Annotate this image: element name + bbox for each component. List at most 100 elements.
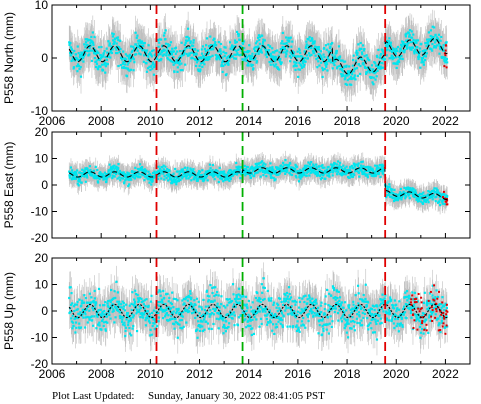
- data-point: [342, 60, 346, 63]
- data-point: [365, 169, 369, 173]
- data-point: [82, 51, 85, 54]
- data-point: [96, 50, 99, 53]
- data-point: [228, 169, 231, 172]
- data-point: [289, 36, 292, 39]
- data-point: [366, 174, 369, 177]
- data-point: [126, 54, 129, 57]
- data-point: [133, 177, 137, 180]
- data-point: [151, 177, 154, 181]
- data-point: [162, 168, 166, 171]
- data-point: [280, 164, 283, 167]
- data-point: [86, 167, 89, 170]
- data-point: [302, 60, 305, 64]
- data-point: [215, 44, 218, 47]
- data-point: [201, 61, 204, 64]
- data-point: [246, 51, 250, 54]
- data-point: [333, 166, 336, 169]
- data-point: [298, 49, 301, 52]
- data-point: [83, 174, 86, 177]
- data-point: [251, 55, 254, 58]
- data-point: [307, 169, 311, 173]
- data-point: [423, 58, 427, 62]
- data-point: [112, 169, 115, 172]
- data-point: [200, 173, 204, 177]
- data-point: [160, 177, 163, 180]
- data-point: [104, 71, 107, 74]
- data-point: [91, 31, 94, 34]
- data-point: [238, 166, 242, 169]
- data-point: [187, 177, 190, 180]
- data-point: [149, 179, 153, 182]
- data-point: [143, 179, 146, 182]
- data-point: [398, 57, 402, 60]
- data-point: [203, 56, 206, 60]
- data-point: [187, 37, 191, 40]
- data-point: [117, 172, 121, 175]
- data-point: [363, 171, 366, 174]
- data-point: [291, 50, 294, 53]
- data-point: [134, 173, 137, 177]
- data-point: [112, 175, 115, 178]
- data-point: [113, 41, 116, 44]
- data-point: [192, 53, 196, 56]
- data-point: [352, 70, 356, 73]
- data-point: [182, 52, 186, 55]
- data-point: [123, 63, 127, 66]
- data-point: [277, 67, 280, 71]
- data-point: [305, 45, 308, 48]
- data-point: [305, 54, 309, 57]
- data-point: [242, 168, 245, 171]
- data-point: [323, 56, 326, 59]
- data-point: [158, 167, 162, 171]
- data-point: [246, 166, 250, 169]
- data-point: [220, 63, 223, 67]
- data-point: [395, 56, 398, 59]
- data-point: [191, 47, 194, 51]
- data-point: [170, 178, 173, 181]
- data-point: [167, 45, 170, 48]
- data-point: [107, 40, 110, 43]
- data-point: [147, 44, 150, 47]
- data-point: [361, 172, 364, 176]
- data-point: [257, 165, 261, 168]
- data-point: [365, 54, 368, 57]
- data-point: [332, 163, 335, 166]
- data-point: [116, 51, 119, 55]
- data-point: [368, 71, 371, 74]
- data-point: [396, 62, 399, 66]
- data-point: [374, 78, 377, 81]
- data-point: [339, 172, 343, 175]
- data-point: [299, 51, 302, 55]
- data-point: [105, 58, 109, 61]
- data-point: [257, 45, 260, 48]
- data-point: [190, 44, 194, 47]
- data-point: [257, 34, 261, 37]
- data-point: [142, 174, 145, 177]
- data-point: [213, 37, 216, 40]
- data-point: [157, 59, 161, 62]
- data-point: [248, 44, 251, 47]
- data-point: [120, 66, 124, 69]
- data-point: [178, 178, 181, 181]
- data-point: [218, 56, 221, 59]
- data-point: [218, 177, 222, 180]
- data-point: [122, 50, 125, 53]
- data-point: [84, 180, 87, 183]
- data-point: [309, 45, 312, 48]
- data-point: [249, 176, 253, 179]
- data-point: [122, 173, 125, 176]
- data-point: [173, 70, 176, 73]
- data-point: [212, 45, 215, 48]
- data-point: [176, 66, 179, 69]
- data-point: [359, 164, 363, 167]
- data-point: [316, 170, 319, 173]
- data-point: [186, 166, 189, 169]
- data-point: [99, 57, 103, 60]
- data-point: [327, 50, 330, 53]
- data-point: [429, 34, 432, 38]
- data-point: [410, 30, 413, 33]
- data-point: [176, 170, 179, 173]
- data-point: [358, 175, 361, 178]
- data-point: [301, 173, 304, 176]
